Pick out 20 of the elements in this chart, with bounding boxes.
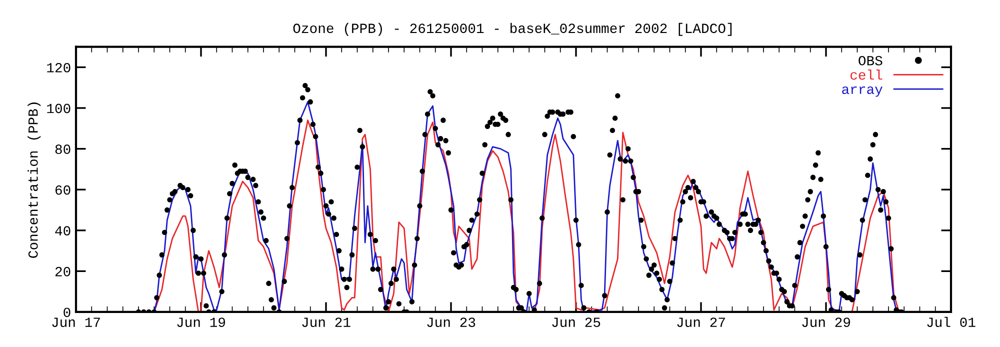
- x-tick-label: Jun 19: [177, 318, 226, 328]
- y-tick-label: 40: [55, 226, 70, 236]
- x-tick-label: Jun 17: [52, 318, 100, 328]
- legend-label: array: [842, 86, 882, 97]
- x-tick-label: Jun 21: [302, 318, 350, 328]
- legend-label: OBS: [858, 56, 882, 66]
- x-tick-label: Jun 23: [427, 318, 476, 328]
- x-tick-label: Jun 29: [802, 318, 850, 328]
- x-tick-label: Jun 27: [677, 318, 725, 328]
- y-tick-label: 120: [47, 62, 70, 72]
- x-tick-label: Jul 01: [927, 316, 976, 328]
- y-tick-label: 20: [55, 266, 70, 276]
- y-tick-label: 100: [47, 104, 70, 114]
- y-tick-label: 60: [55, 185, 70, 195]
- legend-label: cell: [850, 70, 882, 80]
- y-axis-title: Concentration (PPB): [28, 102, 41, 258]
- y-tick-label: 0: [64, 308, 70, 318]
- chart-title: Ozone (PPB) - 261250001 - baseK_02summer 2002 [LADCO]: [293, 22, 732, 36]
- y-tick-label: 80: [55, 144, 70, 154]
- x-tick-label: Jun 25: [552, 318, 600, 328]
